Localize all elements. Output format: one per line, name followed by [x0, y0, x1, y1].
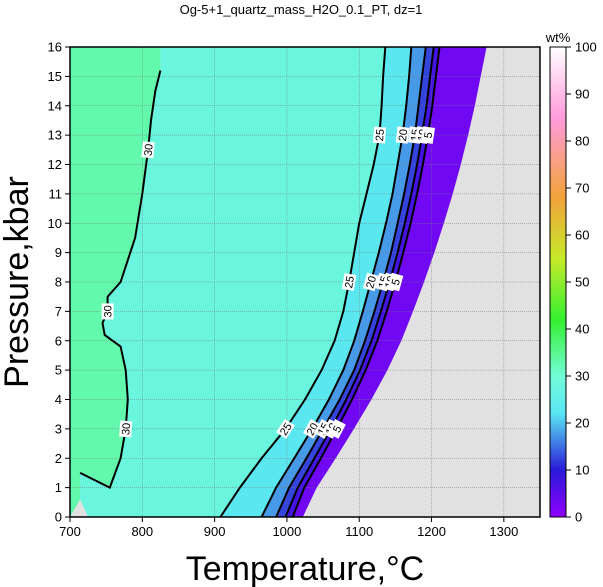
- contour-label: 25: [276, 418, 295, 439]
- x-tick-label: 1200: [417, 524, 446, 539]
- contour-label-text: 25: [374, 129, 387, 142]
- contour-label-text: 25: [343, 275, 357, 289]
- colorbar-tick-label: 0: [575, 510, 582, 525]
- contour-label-text: 5: [390, 278, 403, 287]
- field-region: [261, 47, 426, 517]
- field-region: [220, 47, 412, 517]
- colorbar-tick-label: 90: [575, 87, 589, 102]
- colorbar-tick-label: 70: [575, 181, 589, 196]
- y-tick-label: 6: [55, 333, 62, 348]
- y-tick-label: 2: [55, 451, 62, 466]
- colorbar-tick-label: 40: [575, 322, 589, 337]
- contour-label: 30: [101, 303, 115, 320]
- x-tick-label: 700: [59, 524, 81, 539]
- x-tick-label: 1300: [489, 524, 518, 539]
- x-tick-label: 800: [131, 524, 153, 539]
- contour-label-text: 5: [331, 424, 344, 435]
- contour-label-text: 30: [120, 422, 133, 435]
- colorbar: wt% 0 10 20 30 40 50 60 70 80 90 100: [545, 30, 597, 525]
- contour-label: 25: [341, 273, 357, 291]
- y-tick-label: 4: [55, 392, 62, 407]
- y-tick-label: 16: [48, 40, 62, 55]
- contour-labels: 303030252525202020151515101010555: [101, 126, 436, 439]
- colorbar-tick-label: 100: [575, 40, 597, 55]
- y-tick-label: 1: [55, 480, 62, 495]
- colorbar-tick-label: 80: [575, 134, 589, 149]
- contour-label: 5: [387, 272, 404, 292]
- colorbar-tick-label: 30: [575, 369, 589, 384]
- x-axis: 700 800 900 1000 1100 1200 1300: [59, 517, 518, 539]
- contour-label: 5: [327, 419, 346, 439]
- y-tick-label: 3: [55, 421, 62, 436]
- x-tick-label: 1100: [345, 524, 373, 539]
- contour-label-text: 25: [278, 421, 295, 438]
- y-tick-label: 5: [55, 363, 62, 378]
- x-axis-label: Temperature,°C: [186, 550, 424, 587]
- colorbar-tick-label: 60: [575, 228, 589, 243]
- contour-label: 5: [420, 126, 436, 144]
- contour-label: 25: [372, 126, 387, 144]
- y-tick-label: 13: [48, 128, 62, 143]
- contour-label: 20: [395, 126, 410, 144]
- y-tick-label: 11: [49, 186, 63, 201]
- y-tick-label: 7: [55, 304, 62, 319]
- colorbar-ramp: [549, 46, 567, 518]
- y-tick-label: 14: [48, 98, 62, 113]
- y-tick-label: 15: [48, 69, 62, 84]
- y-tick-label: 9: [55, 245, 62, 260]
- y-tick-label: 12: [48, 157, 62, 172]
- colorbar-tick-label: 50: [575, 275, 589, 290]
- contour-label-text: 20: [364, 275, 379, 290]
- colorbar-label: wt%: [545, 30, 571, 45]
- colorbar-ticks: 0 10 20 30 40 50 60 70 80 90 100: [566, 40, 597, 525]
- y-tick-label: 0: [55, 510, 62, 525]
- contour-label-text: 30: [143, 143, 156, 156]
- x-tick-label: 1000: [272, 524, 301, 539]
- y-axis-label: Pressure,kbar: [0, 176, 36, 388]
- contour-label-text: 20: [397, 128, 410, 142]
- x-tick-label: 900: [204, 524, 226, 539]
- contour-label: 20: [362, 272, 379, 292]
- colorbar-tick-label: 20: [575, 416, 589, 431]
- contour-label: 30: [119, 420, 133, 438]
- colorbar-tick-label: 10: [575, 463, 589, 478]
- contour-label: 30: [141, 141, 156, 159]
- contour-label-text: 30: [103, 305, 115, 317]
- chart-title: Og-5+1_quartz_mass_H2O_0.1_PT, dz=1: [180, 2, 423, 17]
- contour-label-text: 5: [423, 131, 436, 139]
- y-tick-label: 8: [55, 275, 62, 290]
- y-tick-label: 10: [48, 216, 62, 231]
